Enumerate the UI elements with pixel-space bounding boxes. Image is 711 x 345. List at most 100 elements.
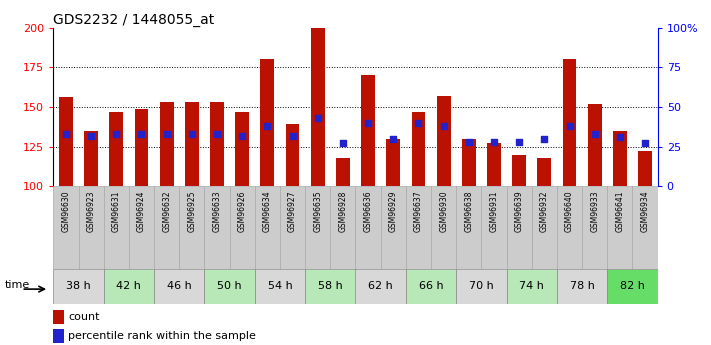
Text: GSM96641: GSM96641 xyxy=(616,190,624,232)
Point xyxy=(614,134,626,140)
Bar xyxy=(59,97,73,186)
Text: GSM96638: GSM96638 xyxy=(464,190,474,232)
Point xyxy=(363,120,374,126)
Bar xyxy=(305,269,356,304)
Text: GSM96635: GSM96635 xyxy=(314,190,322,232)
Bar xyxy=(487,144,501,186)
Bar xyxy=(562,59,577,186)
Text: 70 h: 70 h xyxy=(469,282,493,291)
Bar xyxy=(109,112,123,186)
Point xyxy=(237,133,248,138)
Text: GSM96633: GSM96633 xyxy=(213,190,222,232)
Bar xyxy=(53,329,64,343)
Text: GSM96934: GSM96934 xyxy=(641,190,650,232)
Text: GSM96631: GSM96631 xyxy=(112,190,121,232)
Text: time: time xyxy=(4,280,30,289)
Point xyxy=(161,131,172,137)
Bar xyxy=(154,186,179,269)
Text: 38 h: 38 h xyxy=(66,282,91,291)
Bar xyxy=(607,269,658,304)
Point xyxy=(413,120,424,126)
Text: GSM96637: GSM96637 xyxy=(414,190,423,232)
Bar xyxy=(255,269,305,304)
Bar xyxy=(406,269,456,304)
Bar xyxy=(607,186,633,269)
Bar xyxy=(230,186,255,269)
Bar xyxy=(331,186,356,269)
Text: 42 h: 42 h xyxy=(117,282,141,291)
Point xyxy=(136,131,147,137)
Bar xyxy=(462,139,476,186)
Bar xyxy=(506,269,557,304)
Bar xyxy=(205,269,255,304)
Text: GSM96923: GSM96923 xyxy=(87,190,95,232)
Bar xyxy=(305,186,331,269)
Text: GSM96927: GSM96927 xyxy=(288,190,297,232)
Point xyxy=(564,123,575,129)
Text: GSM96634: GSM96634 xyxy=(263,190,272,232)
Text: 62 h: 62 h xyxy=(368,282,393,291)
Text: 50 h: 50 h xyxy=(218,282,242,291)
Bar xyxy=(532,186,557,269)
Text: GSM96932: GSM96932 xyxy=(540,190,549,232)
Point xyxy=(312,115,324,121)
Bar xyxy=(286,125,299,186)
Bar xyxy=(255,186,280,269)
Bar xyxy=(104,186,129,269)
Point xyxy=(387,136,399,141)
Bar xyxy=(53,310,64,324)
Text: 78 h: 78 h xyxy=(570,282,594,291)
Text: GSM96639: GSM96639 xyxy=(515,190,524,232)
Bar xyxy=(481,186,506,269)
Bar xyxy=(538,158,551,186)
Text: GSM96925: GSM96925 xyxy=(187,190,196,232)
Bar xyxy=(633,186,658,269)
Bar xyxy=(210,102,224,186)
Text: GSM96632: GSM96632 xyxy=(162,190,171,232)
Point xyxy=(589,131,600,137)
Text: 58 h: 58 h xyxy=(318,282,343,291)
Point xyxy=(211,131,223,137)
Bar xyxy=(134,109,149,186)
Bar xyxy=(582,186,607,269)
Bar xyxy=(154,269,205,304)
Point xyxy=(438,123,449,129)
Bar xyxy=(260,59,274,186)
Bar xyxy=(78,186,104,269)
Text: 66 h: 66 h xyxy=(419,282,444,291)
Bar xyxy=(588,104,602,186)
Text: GDS2232 / 1448055_at: GDS2232 / 1448055_at xyxy=(53,12,215,27)
Text: GSM96640: GSM96640 xyxy=(565,190,574,232)
Bar xyxy=(84,131,98,186)
Bar xyxy=(512,155,526,186)
Bar xyxy=(456,186,481,269)
Point xyxy=(639,141,651,146)
Point xyxy=(488,139,500,145)
Bar xyxy=(53,186,78,269)
Bar xyxy=(613,131,627,186)
Text: GSM96924: GSM96924 xyxy=(137,190,146,232)
Bar xyxy=(185,102,199,186)
Point xyxy=(85,133,97,138)
Bar xyxy=(205,186,230,269)
Point xyxy=(186,131,198,137)
Bar xyxy=(380,186,406,269)
Bar xyxy=(386,139,400,186)
Bar xyxy=(104,269,154,304)
Point xyxy=(60,131,72,137)
Text: GSM96931: GSM96931 xyxy=(489,190,498,232)
Bar xyxy=(557,186,582,269)
Bar xyxy=(431,186,456,269)
Bar xyxy=(129,186,154,269)
Text: 46 h: 46 h xyxy=(167,282,191,291)
Text: 82 h: 82 h xyxy=(620,282,645,291)
Point xyxy=(463,139,474,145)
Bar xyxy=(53,269,104,304)
Text: 74 h: 74 h xyxy=(519,282,544,291)
Point xyxy=(337,141,348,146)
Bar xyxy=(361,75,375,186)
Text: 54 h: 54 h xyxy=(267,282,292,291)
Text: GSM96630: GSM96630 xyxy=(61,190,70,232)
Text: count: count xyxy=(68,312,100,322)
Text: GSM96930: GSM96930 xyxy=(439,190,448,232)
